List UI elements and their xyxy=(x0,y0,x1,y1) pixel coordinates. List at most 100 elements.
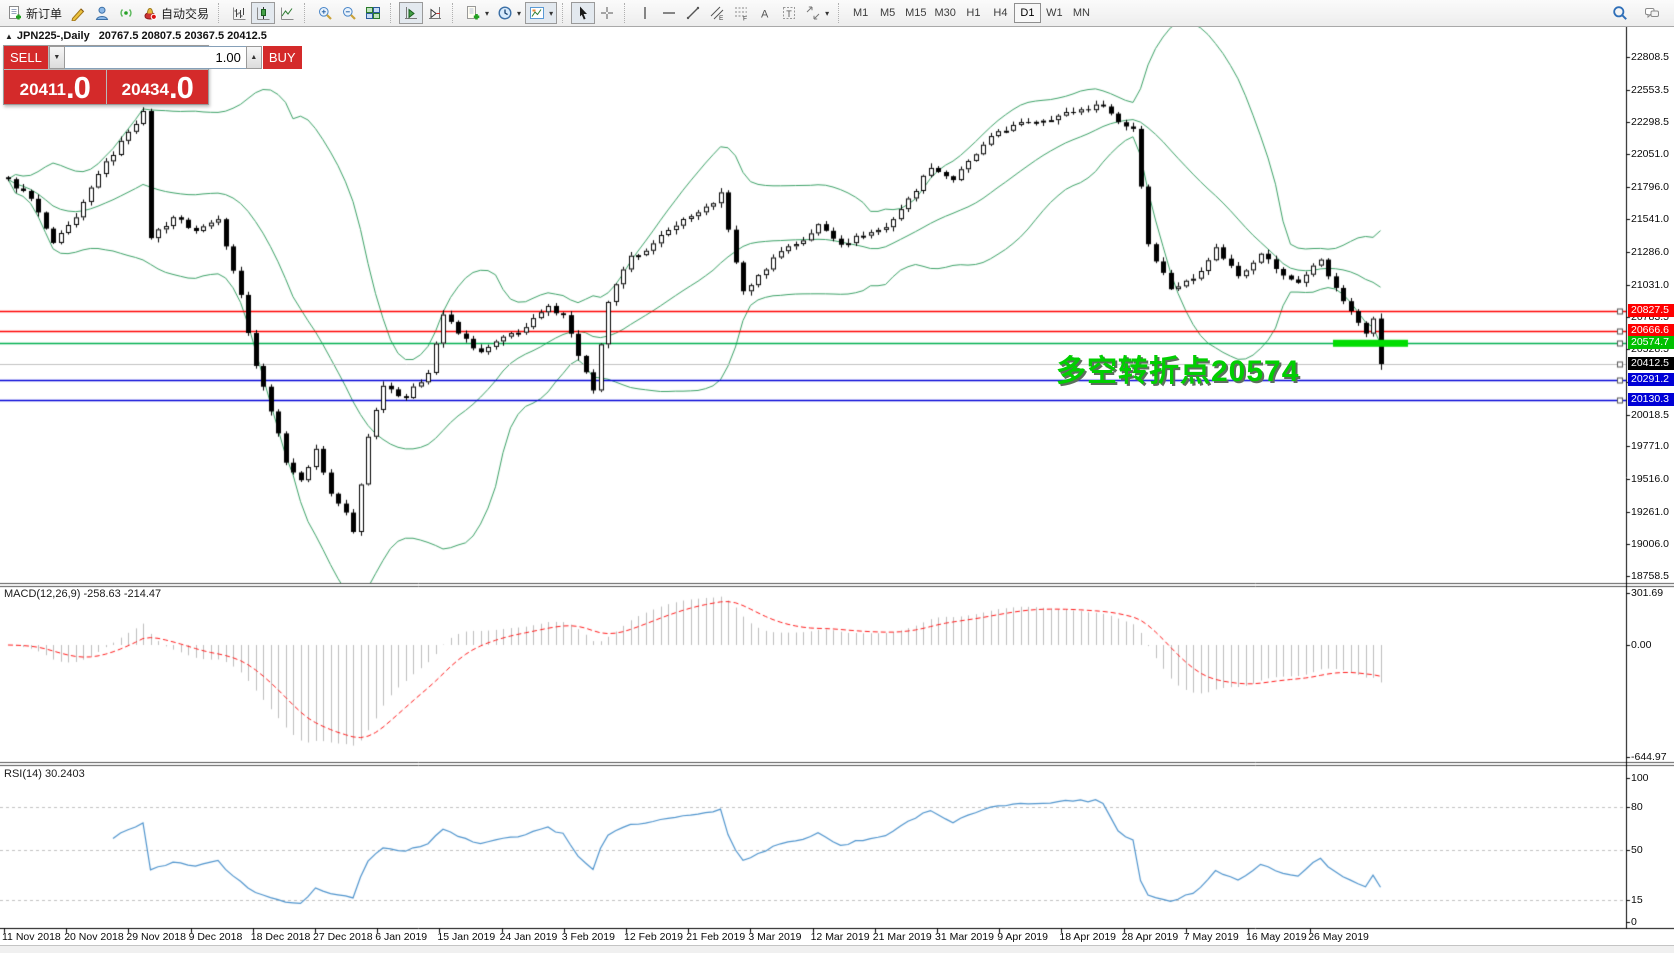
date-label: 21 Feb 2019 xyxy=(686,931,746,943)
toolbar-separator xyxy=(562,3,567,23)
toolbar-cursor-button[interactable] xyxy=(571,2,596,24)
collapse-panel-icon[interactable]: ▲ xyxy=(5,32,13,41)
zoom-in-icon xyxy=(317,5,333,21)
volume-decrease-button[interactable]: ▼ xyxy=(48,46,65,69)
toolbar-templates-button[interactable]: ▾ xyxy=(525,2,558,24)
date-label: 29 Nov 2018 xyxy=(126,931,186,943)
templates-dropdown-icon[interactable]: ▾ xyxy=(549,8,554,18)
indicators-dropdown-icon[interactable]: ▾ xyxy=(485,8,490,18)
timeframe-m15-button[interactable]: M15 xyxy=(901,3,930,23)
rsi-axis-label: 80 xyxy=(1631,800,1643,813)
timeframe-m5-button[interactable]: M5 xyxy=(874,3,901,23)
candlestick-mode-icon xyxy=(255,5,271,21)
volume-input[interactable] xyxy=(64,46,246,69)
timeframe-mn-button[interactable]: MN xyxy=(1068,3,1095,23)
toolbar-horizontal-line-button[interactable] xyxy=(657,2,681,24)
auto-scroll-icon xyxy=(403,5,419,21)
date-label: 26 May 2019 xyxy=(1308,931,1369,943)
toolbar-equidistant-channel-button[interactable]: E xyxy=(705,2,729,24)
toolbar-crosshair-button[interactable] xyxy=(595,2,619,24)
chart-text-annotation[interactable]: 多空转折点20574 xyxy=(1056,355,1300,388)
timeframe-h1-button[interactable]: H1 xyxy=(960,3,987,23)
mql5-community-icon xyxy=(94,5,110,21)
periods-dropdown-icon[interactable]: ▾ xyxy=(517,8,522,18)
price-tag: 20827.5 xyxy=(1628,303,1674,317)
timeframe-d1-button[interactable]: D1 xyxy=(1013,3,1041,23)
price-axis-label: 21286.0 xyxy=(1631,246,1669,259)
price-tag: 20574.7 xyxy=(1628,336,1674,350)
price-tag: 20130.3 xyxy=(1628,393,1674,407)
toolbar-metaeditor-button[interactable] xyxy=(66,2,90,24)
sell-price-frac: .0 xyxy=(65,70,91,105)
date-label: 21 Mar 2019 xyxy=(872,931,932,943)
chart-canvas[interactable] xyxy=(0,27,1674,945)
toolbar-line-chart-mode-button[interactable] xyxy=(275,2,299,24)
horizontal-line-icon xyxy=(661,5,677,21)
toolbar-separator xyxy=(624,3,629,23)
toolbar-chat-button[interactable] xyxy=(1640,2,1664,24)
timeframe-h4-button[interactable]: H4 xyxy=(987,3,1014,23)
status-bar xyxy=(0,945,1674,953)
toolbar-fibonacci-retracement-button[interactable]: F xyxy=(729,2,753,24)
buy-button[interactable]: BUY xyxy=(262,46,302,69)
macd-indicator-label: MACD(12,26,9) -258.63 -214.47 xyxy=(4,588,162,600)
price-axis-label: 19771.0 xyxy=(1631,440,1669,453)
price-axis-label: 22051.0 xyxy=(1631,148,1669,161)
toolbar-separator xyxy=(452,3,457,23)
sell-price[interactable]: 20411.0 xyxy=(4,70,106,104)
chat-icon xyxy=(1644,5,1660,21)
autotrading-label: 自动交易 xyxy=(161,6,210,21)
rsi-axis-label: 15 xyxy=(1631,894,1643,907)
date-label: 28 Apr 2019 xyxy=(1121,931,1179,943)
periods-icon xyxy=(497,5,513,21)
sell-price-int: 20411 xyxy=(19,80,66,99)
fibonacci-retracement-icon: F xyxy=(733,5,749,21)
toolbar-zoom-out-button[interactable] xyxy=(337,2,361,24)
toolbar-new-order-button[interactable]: 新订单 xyxy=(3,2,66,24)
toolbar-vertical-line-button[interactable] xyxy=(633,2,657,24)
new-order-label: 新订单 xyxy=(26,6,63,21)
metaeditor-icon xyxy=(70,5,86,21)
date-label: 3 Feb 2019 xyxy=(561,931,615,943)
buy-price[interactable]: 20434.0 xyxy=(106,70,208,104)
toolbar-mql5-community-button[interactable] xyxy=(90,2,114,24)
toolbar-zoom-in-button[interactable] xyxy=(313,2,337,24)
toolbar-broadcast-button[interactable] xyxy=(114,2,138,24)
volume-increase-button[interactable]: ▲ xyxy=(245,46,262,69)
toolbar-candlestick-mode-button[interactable] xyxy=(251,2,276,24)
price-axis-label: 22553.5 xyxy=(1631,83,1669,96)
toolbar-indicators-button[interactable]: ▾ xyxy=(461,2,493,24)
date-label: 9 Apr 2019 xyxy=(997,931,1048,943)
timeframe-m30-button[interactable]: M30 xyxy=(931,3,960,23)
price-axis-label: 21031.0 xyxy=(1631,278,1669,291)
price-axis-label: 20018.5 xyxy=(1631,408,1669,421)
toolbar-arrows-tool-button[interactable]: A xyxy=(753,2,777,24)
text-label-tool-icon: T xyxy=(781,5,797,21)
toolbar-periods-button[interactable]: ▾ xyxy=(493,2,525,24)
toolbar-bar-chart-mode-button[interactable] xyxy=(227,2,251,24)
svg-text:E: E xyxy=(719,15,724,21)
timeframe-m1-button[interactable]: M1 xyxy=(847,3,874,23)
toolbar-text-label-tool-button[interactable]: T xyxy=(777,2,801,24)
toolbar-autotrading-button[interactable]: 自动交易 xyxy=(138,2,213,24)
price-tag: 20666.6 xyxy=(1628,324,1674,338)
toolbar-auto-scroll-button[interactable] xyxy=(399,2,424,24)
toolbar-separator xyxy=(218,3,223,23)
chart-shift-icon xyxy=(427,5,443,21)
toolbar-tile-windows-button[interactable] xyxy=(361,2,385,24)
date-label: 6 Jan 2019 xyxy=(375,931,428,943)
volume-stepper: ▼ ▲ xyxy=(48,46,262,69)
svg-text:F: F xyxy=(743,16,747,22)
rsi-indicator-label: RSI(14) 30.2403 xyxy=(4,768,85,780)
timeframe-w1-button[interactable]: W1 xyxy=(1041,3,1068,23)
toolbar-chart-shift-button[interactable] xyxy=(423,2,447,24)
indicators-icon xyxy=(465,5,481,21)
toolbar-trendline-button[interactable] xyxy=(681,2,705,24)
toolbar-search-button[interactable] xyxy=(1608,2,1632,24)
chart-ohlc-values: 20767.5 20807.5 20367.5 20412.5 xyxy=(98,30,267,42)
sell-button[interactable]: SELL xyxy=(4,46,48,69)
shapes-dropdown-icon[interactable]: ▾ xyxy=(825,8,830,18)
price-tag: 20291.2 xyxy=(1628,372,1674,386)
chart-title: ▲ JPN225-,Daily 20767.5 20807.5 20367.5 20… xyxy=(5,30,267,42)
toolbar-shapes-button[interactable]: ▾ xyxy=(801,2,833,24)
